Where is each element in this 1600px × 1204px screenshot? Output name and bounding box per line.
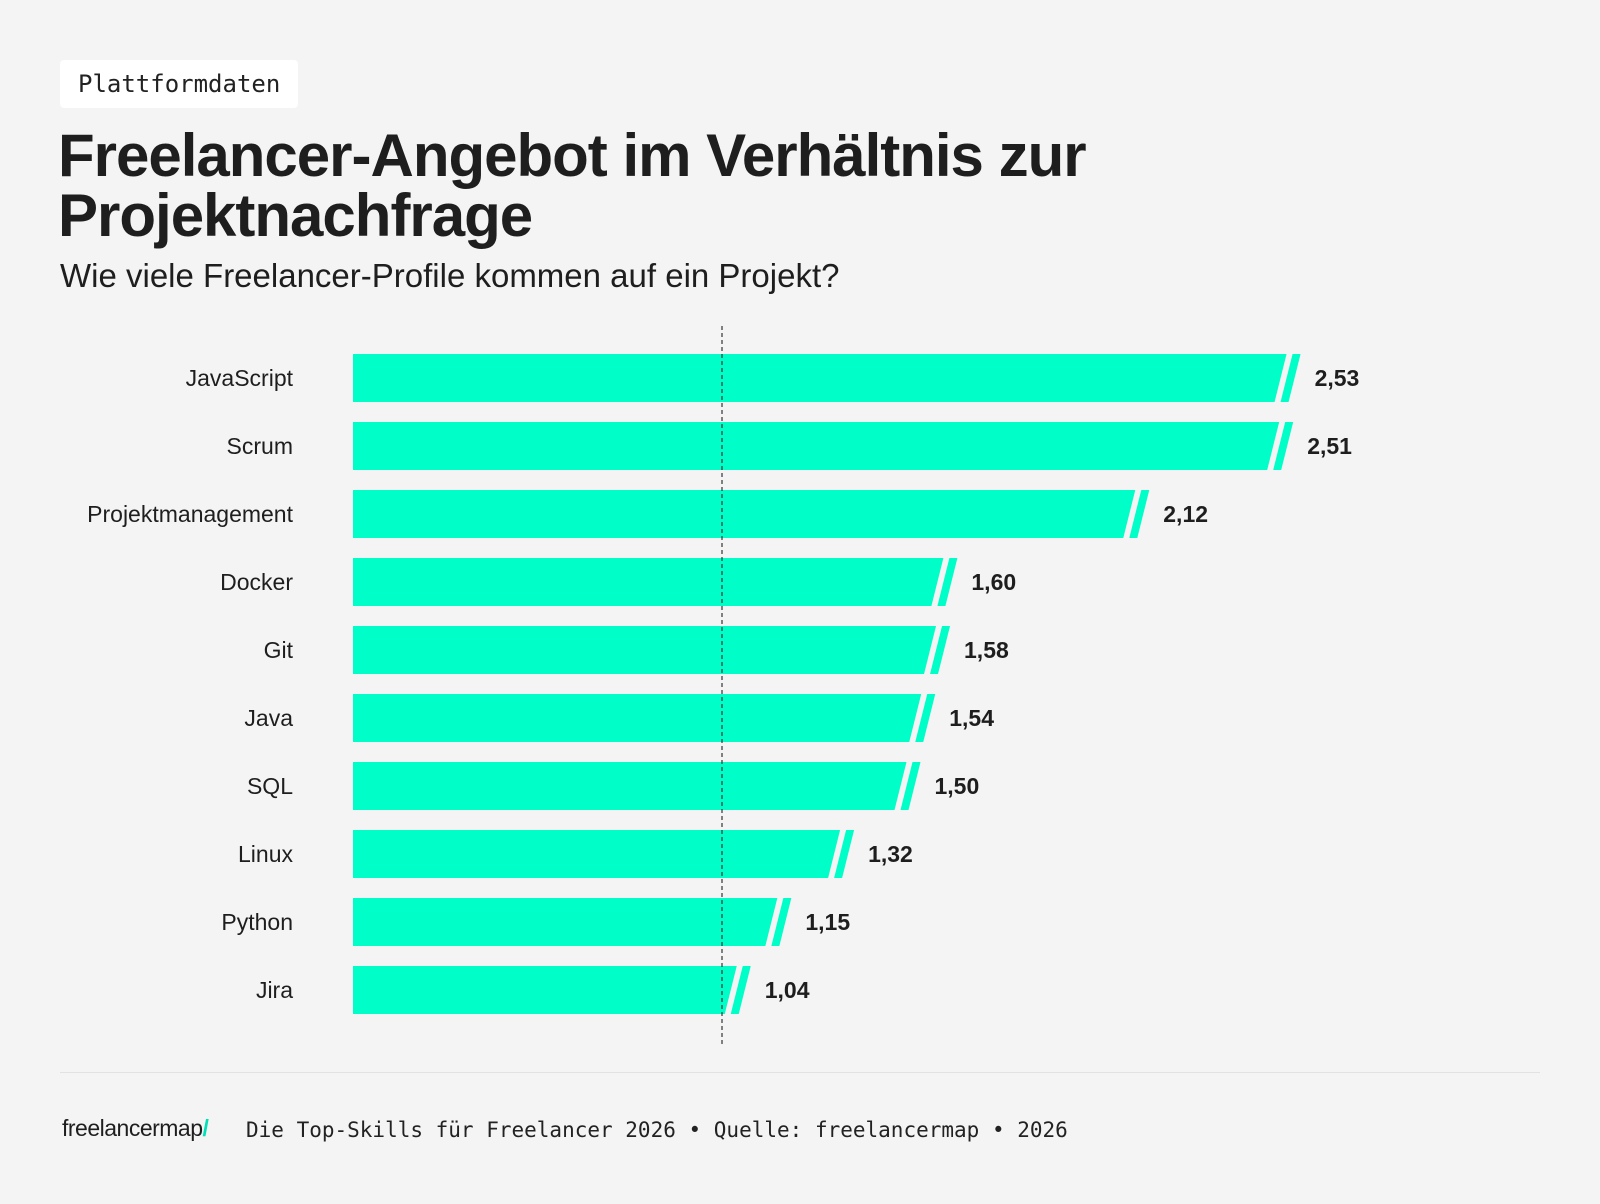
value-label: 1,60 [971,569,1016,595]
category-label: Python [221,909,293,935]
bar-end-slash [730,966,751,1014]
bar [353,626,937,674]
logo-text: freelancermap [62,1115,203,1141]
category-label: SQL [247,773,293,799]
bar-end-slash [937,558,958,606]
category-label: Git [264,637,294,663]
bar-end-slash [771,898,792,946]
bar [353,966,737,1014]
value-label: 1,50 [935,773,980,799]
bar-row-scrum: Scrum 2,51 [227,422,1352,470]
bar-row-git: Git 1,58 [264,626,1009,674]
bar-row-python: Python 1,15 [221,898,850,946]
category-tag: Plattformdaten [60,60,299,108]
chart-subtitle: Wie viele Freelancer-Profile kommen auf … [60,257,840,294]
bar-row-linux: Linux 1,32 [238,830,913,878]
bar [353,694,922,742]
category-label: JavaScript [186,365,294,391]
category-label: Projektmanagement [87,501,293,527]
bar-end-slash [915,694,936,742]
bar [353,490,1136,538]
bar [353,898,778,946]
bar-end-slash [930,626,951,674]
footer-source-text: Die Top-Skills für Freelancer 2026 • Que… [246,1118,1068,1142]
value-label: 1,54 [949,705,994,731]
value-label: 1,32 [868,841,913,867]
footer-divider [60,1072,1540,1073]
value-label: 2,51 [1307,433,1352,459]
logo-slash-mark: / [202,1115,209,1141]
bar-end-slash [1273,422,1294,470]
bar-end-slash [900,762,921,810]
bar-row-javascript: JavaScript 2,53 [186,354,1360,402]
bar [353,422,1280,470]
bar-end-slash [1129,490,1150,538]
bar-end-slash [1280,354,1301,402]
freelancermap-logo: freelancermap/ [62,1112,209,1144]
category-label: Docker [220,569,293,595]
bar-end-slash [834,830,855,878]
value-label: 2,53 [1315,365,1360,391]
bar [353,354,1287,402]
bar-row-sql: SQL 1,50 [247,762,979,810]
value-label: 1,15 [805,909,850,935]
value-label: 1,58 [964,637,1009,663]
category-label: Java [244,705,293,731]
bar [353,830,841,878]
bar [353,558,944,606]
bar-row-java: Java 1,54 [244,694,994,742]
category-label: Scrum [227,433,293,459]
bar-row-docker: Docker 1,60 [220,558,1016,606]
bar-row-projektmanagement: Projektmanagement 2,12 [87,490,1208,538]
bar-row-jira: Jira 1,04 [256,966,810,1014]
chart-title: Freelancer-Angebot im Verhältnis zur Pro… [58,122,1087,249]
bar [353,762,907,810]
category-label: Linux [238,841,293,867]
value-label: 2,12 [1163,501,1208,527]
value-label: 1,04 [765,977,810,1003]
bar-chart: JavaScript 2,53 Scrum 2,51 Projektmanagement… [87,326,1360,1044]
category-label: Jira [256,977,293,1003]
